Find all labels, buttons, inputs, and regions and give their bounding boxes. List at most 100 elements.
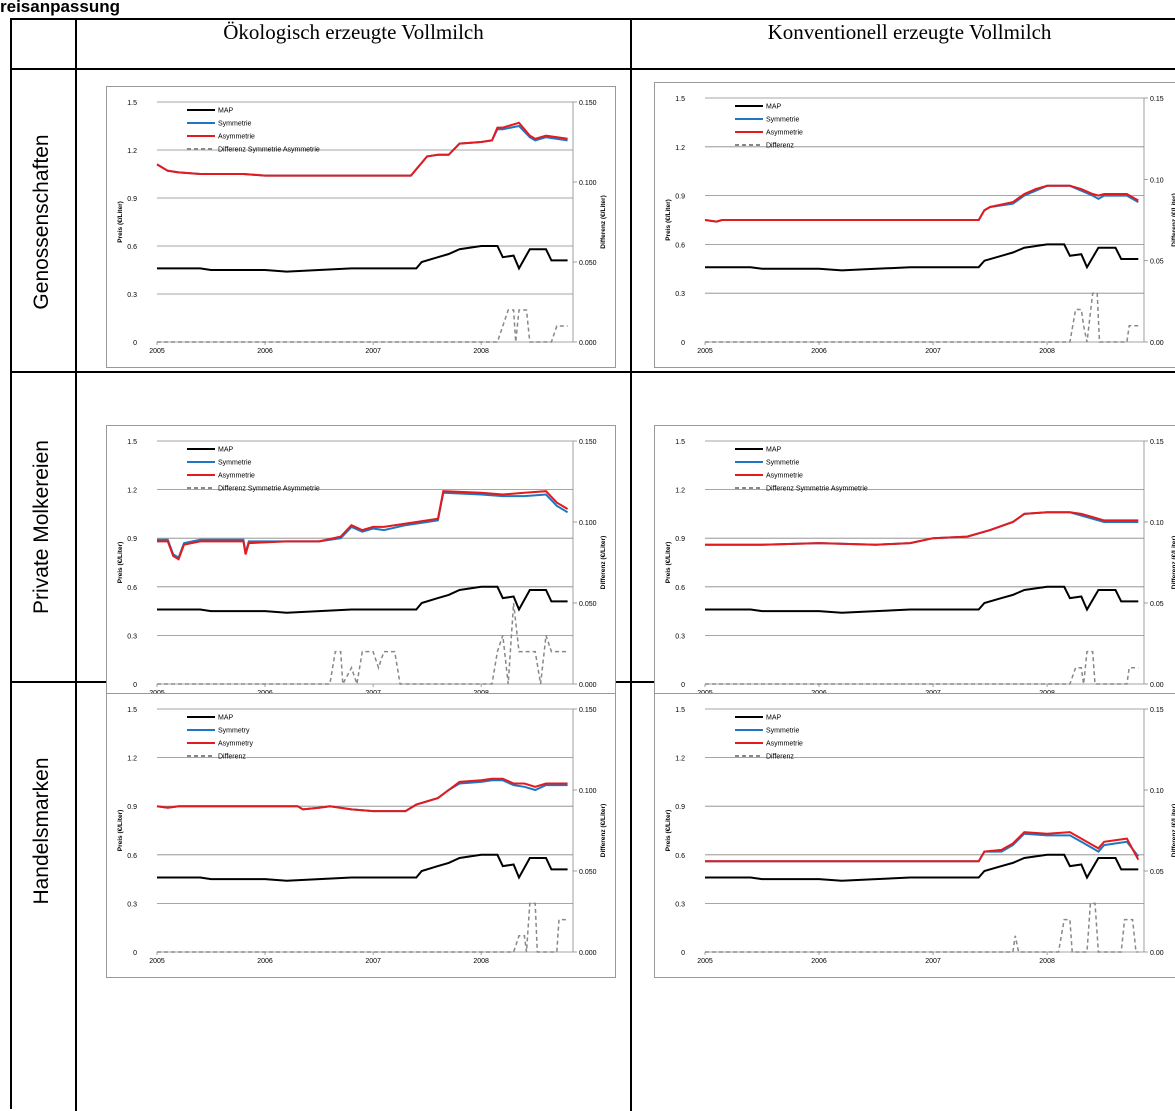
y-tick-label: 1.5	[675, 96, 685, 103]
y-axis-label: Preis (€/Liter)	[117, 810, 124, 852]
x-tick-label: 2007	[925, 348, 941, 355]
y2-tick-label: 0.050	[579, 869, 597, 876]
series-line-map	[705, 585, 1139, 614]
y-tick-label: 0.9	[127, 536, 137, 543]
legend-label: Symmetrie	[218, 460, 252, 467]
x-tick-label: 2006	[257, 958, 273, 965]
legend-label: Differenz	[766, 143, 794, 150]
y-tick-label: 0.6	[675, 585, 685, 592]
x-tick-label: 2007	[365, 348, 381, 355]
legend-label: MAP	[218, 108, 234, 115]
y-tick-label: 0.3	[675, 633, 685, 640]
series-line-differenz	[705, 902, 1139, 953]
y2-tick-label: 0.150	[579, 439, 597, 446]
legend-label: MAP	[218, 447, 234, 454]
y-tick-label: 1.5	[675, 439, 685, 446]
x-tick-label: 2005	[697, 958, 713, 965]
y-tick-label: 0.9	[127, 804, 137, 811]
series-line-differenz	[705, 292, 1139, 343]
table-rule	[630, 20, 632, 1111]
y2-tick-label: 0.10	[1150, 177, 1164, 184]
y-tick-label: 0.3	[675, 291, 685, 298]
y2-tick-label: 0.05	[1150, 259, 1164, 266]
y2-axis-label: Differenz (€/Liter)	[600, 195, 607, 248]
chart-konv-handelsmarken: 0 0.3 0.6 0.9 1.2 1.5 0.00 0.05 0.10 0.15 2005 2006…	[654, 693, 1175, 978]
x-tick-label: 2005	[697, 348, 713, 355]
y2-tick-label: 0.15	[1150, 96, 1164, 103]
y-axis-label: Preis (€/Liter)	[665, 199, 672, 241]
y-tick-label: 0.6	[127, 853, 137, 860]
y2-tick-label: 0.00	[1150, 340, 1164, 347]
legend-label: Asymmetrie	[218, 134, 255, 141]
y2-tick-label: 0.10	[1150, 788, 1164, 795]
x-tick-label: 2006	[811, 958, 827, 965]
x-tick-label: 2006	[811, 348, 827, 355]
y-tick-label: 0.3	[127, 292, 137, 299]
legend-label: Asymmetrie	[766, 473, 803, 480]
chart-oeko-private: 00.30.60.91.21.50.0000.0500.1000.1502005…	[106, 425, 616, 710]
y-axis-label: Preis (€/Liter)	[117, 542, 124, 584]
x-tick-label: 2007	[925, 958, 941, 965]
legend-label: Differenz	[218, 754, 246, 761]
y2-tick-label: 0.050	[579, 601, 597, 608]
chart-svg: 00.30.60.91.21.50.0000.0500.1000.1502005…	[117, 100, 607, 355]
legend-label: Differenz Symmetrie Asymmetrie	[218, 147, 320, 154]
y-tick-label: 1.2	[675, 145, 685, 152]
y2-tick-label: 0.050	[579, 260, 597, 267]
row-header-genossenschaften: Genossenschaften	[30, 134, 53, 310]
legend-label: Symmetrie	[766, 117, 800, 124]
legend-label: Asymmetrie	[218, 473, 255, 480]
y2-axis-label: Differenz (€/Liter)	[600, 536, 607, 589]
y-tick-label: 0	[133, 340, 137, 347]
y-tick-label: 0.9	[675, 194, 685, 201]
x-tick-label: 2008	[473, 958, 489, 965]
series-line-differenz	[157, 902, 568, 953]
y-tick-label: 0.9	[675, 536, 685, 543]
legend-label: MAP	[766, 104, 782, 111]
chart-svg: 00.30.60.91.21.50.0000.0500.1000.1502005…	[117, 439, 607, 697]
chart-konv-private: 00.30.60.91.21.50.000.050.100.1520052006…	[654, 425, 1175, 710]
series-line-map	[705, 853, 1139, 882]
y-tick-label: 0.3	[675, 901, 685, 908]
legend-label: MAP	[766, 447, 782, 454]
y-tick-label: 0.6	[675, 242, 685, 249]
series-line-asymmetrie	[157, 490, 569, 561]
legend-label: Asymmetry	[218, 741, 254, 748]
x-tick-label: 2006	[257, 348, 273, 355]
x-tick-label: 2008	[1039, 348, 1055, 355]
chart-oeko-genossenschaften: 0 0.3 0.6 0.9 1.2 1.5 0.000 0.050 0.100 0.150 2005…	[106, 86, 616, 368]
y2-tick-label: 0.000	[579, 340, 597, 347]
x-tick-label: 2005	[149, 958, 165, 965]
column-header-konv: Konventionell erzeugte Vollmilch	[767, 20, 1052, 44]
y2-tick-label: 0.000	[579, 950, 597, 957]
y-tick-label: 0.9	[127, 196, 137, 203]
legend-label: Differenz Symmetrie Asymmetrie	[766, 486, 868, 493]
y2-tick-label: 0.00	[1150, 950, 1164, 957]
y-tick-label: 0.3	[127, 633, 137, 640]
y-tick-label: 0.3	[127, 901, 137, 908]
y2-axis-label: Differenz (€/Liter)	[1171, 536, 1175, 589]
y-tick-label: 1.2	[675, 488, 685, 495]
page-title: reisanpassung	[0, 0, 120, 16]
y-tick-label: 1.5	[127, 100, 137, 107]
chart-oeko-handelsmarken: 0 0.3 0.6 0.9 1.2 1.5 0.000 0.050 0.100 0.150 2005…	[106, 693, 616, 978]
y2-tick-label: 0.000	[579, 682, 597, 689]
y2-axis-label: Differenz (€/Liter)	[600, 804, 607, 857]
y-tick-label: 1.5	[127, 439, 137, 446]
y-tick-label: 0	[681, 682, 685, 689]
y-axis-label: Preis (€/Liter)	[117, 201, 124, 243]
x-tick-label: 2005	[149, 348, 165, 355]
series-line-map	[157, 585, 568, 614]
y-tick-label: 0.6	[675, 853, 685, 860]
y-tick-label: 0	[681, 950, 685, 957]
series-line-map	[705, 243, 1139, 272]
y2-axis-label: Differenz (€/Liter)	[1171, 193, 1175, 246]
table-rule	[12, 371, 1175, 373]
y2-tick-label: 0.10	[1150, 520, 1164, 527]
chart-svg: 00.30.60.91.21.50.000.050.100.1520052006…	[665, 439, 1175, 697]
series-line-symmetrie	[705, 832, 1140, 863]
y2-tick-label: 0.05	[1150, 869, 1164, 876]
legend-label: Symmetrie	[218, 121, 252, 128]
legend-label: MAP	[218, 715, 234, 722]
